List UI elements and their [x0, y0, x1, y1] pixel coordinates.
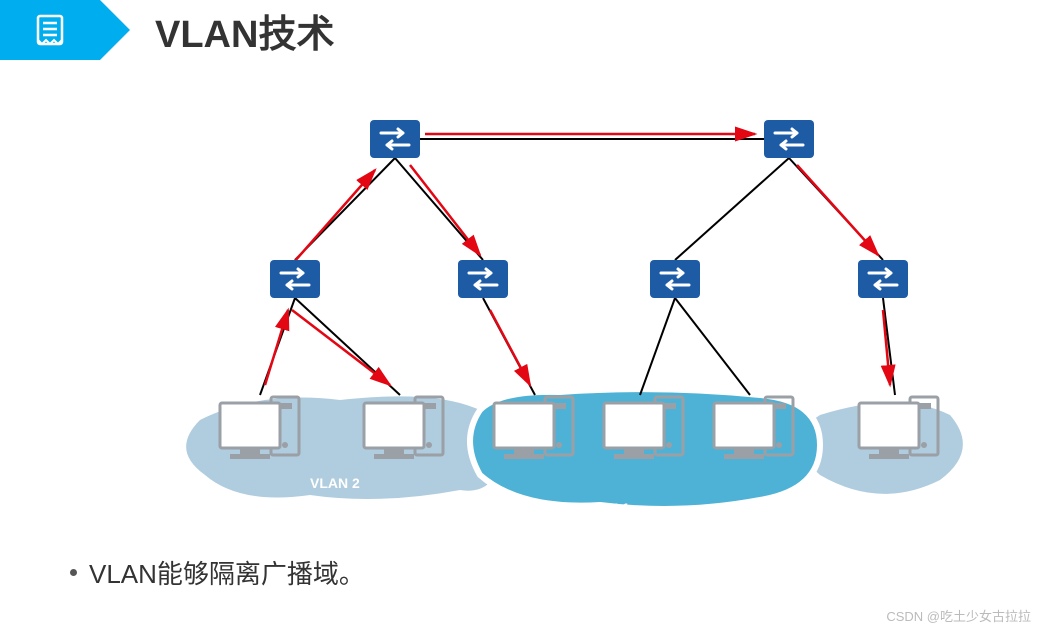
flow-arrow — [410, 165, 480, 255]
flow-arrow — [287, 170, 375, 270]
flow-arrow — [490, 310, 530, 385]
computer-icon — [360, 395, 455, 475]
switch-icon — [458, 260, 508, 298]
flow-arrow — [797, 165, 878, 255]
switch-icon — [270, 260, 320, 298]
flow-arrow — [265, 310, 288, 385]
connection-line — [640, 298, 675, 395]
vlan2-label: VLAN 2 — [310, 475, 360, 491]
connection-line — [675, 298, 750, 395]
document-icon — [33, 13, 67, 47]
connection-line — [675, 158, 789, 260]
header: VLAN技术 — [0, 0, 334, 60]
connection-line — [395, 158, 483, 260]
computer-icon — [216, 395, 311, 475]
computer-icon — [855, 395, 950, 475]
computer-icon — [710, 395, 805, 475]
switch-icon — [858, 260, 908, 298]
switch-icon — [370, 120, 420, 158]
network-diagram: VLAN 2 VLAN 1 — [180, 110, 980, 530]
switch-icon — [650, 260, 700, 298]
bullet-text: VLAN能够隔离广播域。 — [89, 554, 365, 591]
switch-icon — [764, 120, 814, 158]
bullet-row: VLAN能够隔离广播域。 — [70, 554, 365, 591]
watermark: CSDN @吃土少女古拉拉 — [886, 606, 1031, 625]
flow-arrow — [292, 310, 390, 385]
bullet-dot-icon — [70, 569, 77, 576]
page-title: VLAN技术 — [155, 3, 334, 58]
computer-icon — [600, 395, 695, 475]
vlan1-label: VLAN 1 — [580, 500, 630, 516]
header-badge — [0, 0, 100, 60]
computer-icon — [490, 395, 585, 475]
